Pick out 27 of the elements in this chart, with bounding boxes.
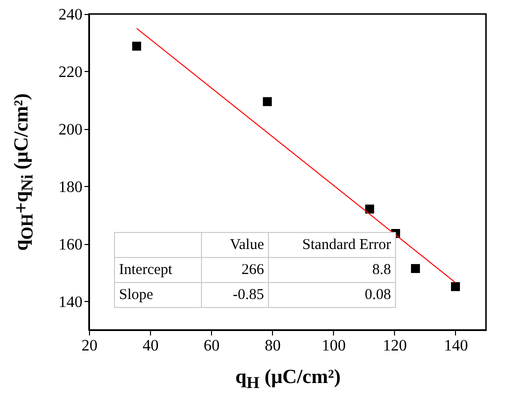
y-tick-label: 240 [58,6,82,24]
annotation: 8.8 [268,258,396,282]
x-tick-label: 100 [322,338,346,354]
annotation: 266 [202,258,268,282]
y-tick-label: 220 [58,64,82,81]
annotation: Value [202,232,268,258]
point [450,282,460,292]
point [365,204,374,214]
x-axis-title: q$_{H}$ (μC/cm²) [234,366,342,393]
x-tick-label: 120 [382,338,407,354]
point [410,264,420,273]
annotation: Slope [114,282,202,308]
annotation: -0.85 [202,282,268,308]
annotation: Standard Error [268,232,396,258]
y-tick-label: 200 [58,121,82,138]
y-tick-label: 140 [58,294,82,311]
x-tick-label: 20 [82,338,98,354]
x-tick-label: 80 [264,338,281,354]
point [262,97,272,106]
x-tick-label: 140 [444,338,468,354]
y-tick-label: 160 [58,236,82,254]
point [132,42,142,51]
x-tick-label: 40 [142,338,159,354]
annotation: 0.08 [268,282,396,308]
y-tick-label: 180 [58,178,82,196]
x-tick-label: 60 [204,338,220,354]
annotation: Intercept [114,258,202,282]
